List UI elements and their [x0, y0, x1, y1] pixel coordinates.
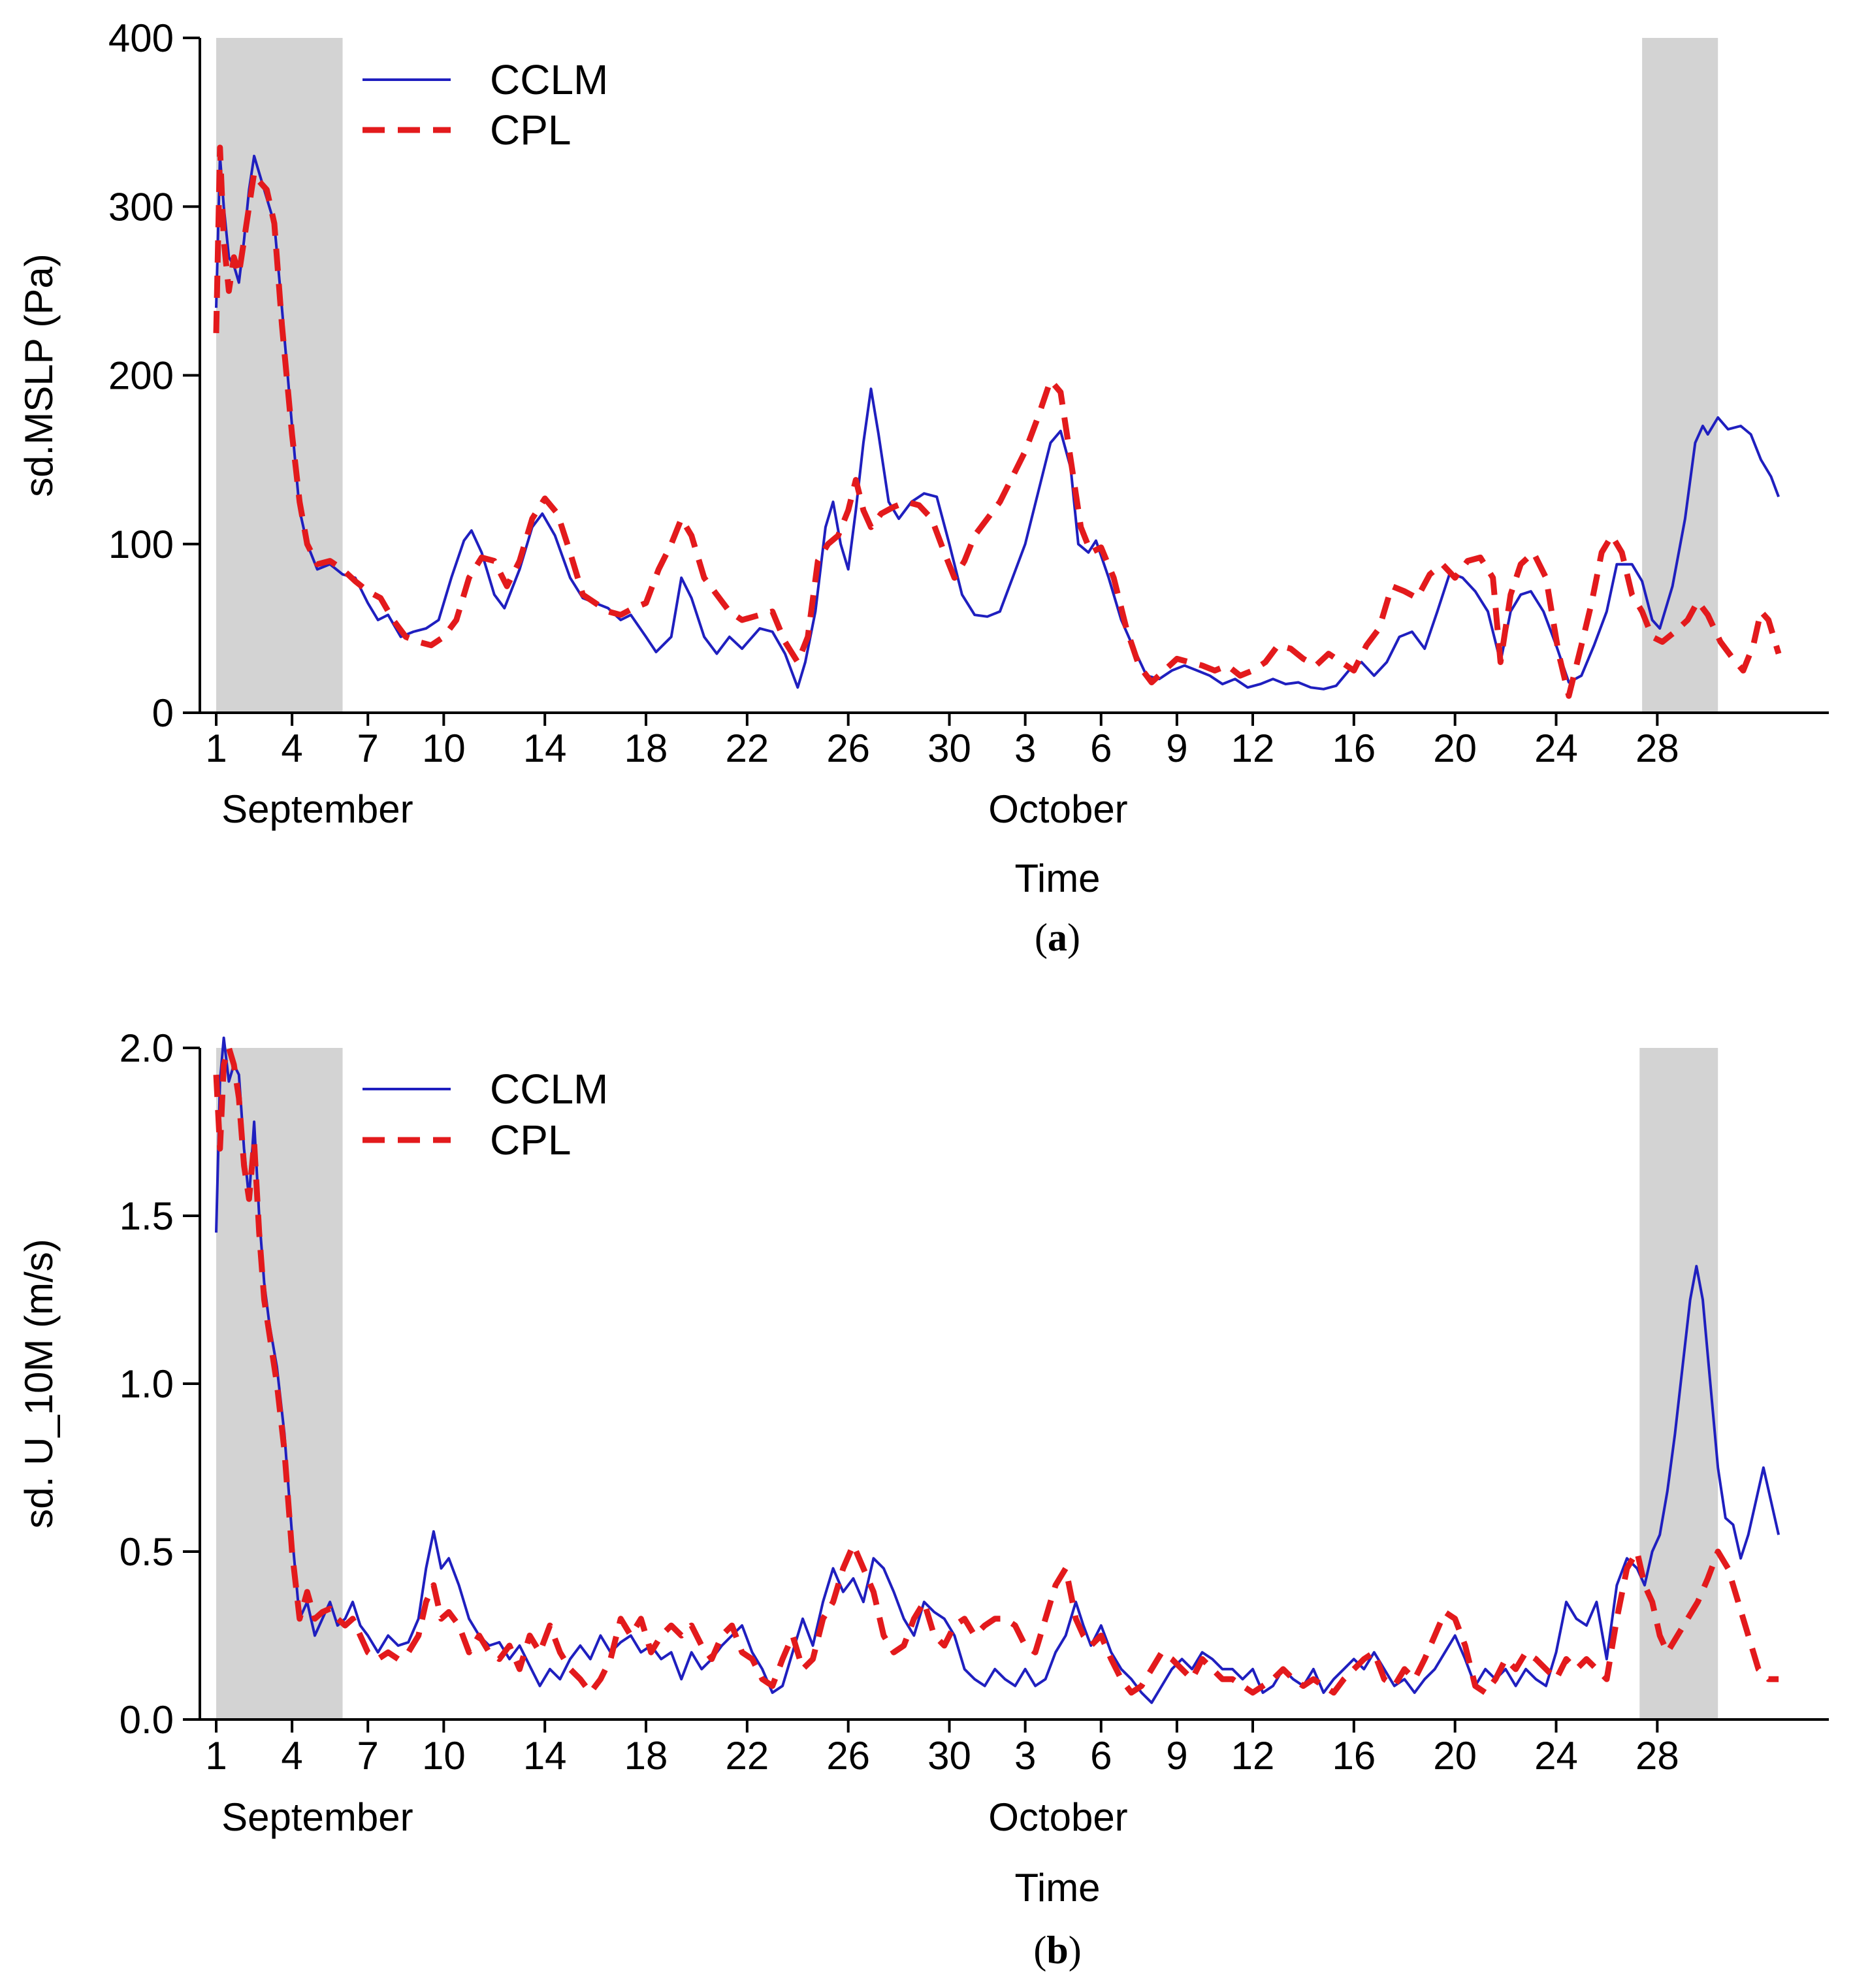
x-tick-label: 30: [927, 1734, 971, 1778]
x-axis-title: Time: [1014, 856, 1100, 900]
x-tick-label: 10: [422, 1734, 466, 1778]
x-tick-label: 16: [1332, 1734, 1376, 1778]
y-axis-title: sd.MSLP (Pa): [17, 253, 61, 497]
x-tick-label: 3: [1014, 726, 1036, 770]
y-tick-label: 2.0: [120, 1026, 174, 1070]
panel-label: (a): [1035, 916, 1080, 959]
x-tick-label: 12: [1231, 1734, 1275, 1778]
month-label: September: [221, 1795, 413, 1839]
panel-letter: b: [1046, 1929, 1068, 1972]
x-tick-label: 22: [725, 1734, 769, 1778]
panel-b: 0.00.51.01.52.01 4 7 10 14 18 22 26 30 3 6 9 12 16 20 2…: [17, 1026, 1829, 1972]
x-tick-label: 18: [624, 1734, 668, 1778]
x-tick-label: 10: [422, 726, 466, 770]
x-axis-title: Time: [1014, 1866, 1100, 1910]
x-tick-label: 26: [826, 1734, 870, 1778]
x-tick-label: 20: [1433, 726, 1477, 770]
x-tick-label: 7: [357, 726, 379, 770]
month-label: October: [988, 1795, 1127, 1839]
x-tick-label: 14: [523, 1734, 567, 1778]
x-tick-label: 24: [1534, 1734, 1578, 1778]
y-tick-label: 1.5: [120, 1194, 174, 1238]
x-tick-label: 20: [1433, 1734, 1477, 1778]
y-tick-label: 0.5: [120, 1530, 174, 1574]
x-tick-label: 3: [1014, 1734, 1036, 1778]
panel-label: (b): [1033, 1929, 1081, 1972]
x-tick-label: 26: [826, 726, 870, 770]
shaded-period: [1639, 1048, 1718, 1719]
x-tick-label: 9: [1166, 1734, 1187, 1778]
x-tick-label: 4: [281, 726, 302, 770]
x-tick-label: 4: [281, 1734, 302, 1778]
y-tick-label: 300: [108, 185, 174, 229]
x-tick-label: 28: [1635, 726, 1679, 770]
x-tick-label: 12: [1231, 726, 1275, 770]
x-tick-label: 18: [624, 726, 668, 770]
legend-label-cclm: CCLM: [490, 56, 608, 103]
series-line-cpl: [213, 144, 1782, 699]
x-tick-label: 6: [1090, 1734, 1112, 1778]
x-tick-label: 9: [1166, 726, 1187, 770]
x-tick-label: 7: [357, 1734, 379, 1778]
series-line-cclm: [215, 1036, 1780, 1704]
x-tick-label: 16: [1332, 726, 1376, 770]
x-tick-label: 22: [725, 726, 769, 770]
x-tick-label: 24: [1534, 726, 1578, 770]
shaded-period: [1642, 38, 1718, 713]
x-tick-label: 6: [1090, 726, 1112, 770]
y-tick-label: 200: [108, 354, 174, 398]
x-tick-label: 1: [205, 1734, 227, 1778]
x-tick-label: 28: [1635, 1734, 1679, 1778]
series-line-cclm: [215, 154, 1780, 691]
panel-letter: a: [1048, 916, 1067, 959]
legend-label-cpl: CPL: [490, 106, 572, 154]
y-tick-label: 100: [108, 523, 174, 566]
shaded-period: [216, 38, 343, 713]
y-tick-label: 400: [108, 16, 174, 60]
month-label: October: [988, 787, 1127, 831]
x-tick-label: 14: [523, 726, 567, 770]
x-tick-label: 30: [927, 726, 971, 770]
y-tick-label: 1.0: [120, 1362, 174, 1406]
legend-label-cpl: CPL: [490, 1116, 572, 1164]
y-axis-title: sd. U_10M (m/s): [17, 1239, 61, 1528]
month-label: September: [221, 787, 413, 831]
x-tick-label: 1: [205, 726, 227, 770]
legend-label-cclm: CCLM: [490, 1066, 608, 1113]
y-tick-label: 0.0: [120, 1698, 174, 1742]
y-tick-label: 0: [152, 691, 174, 735]
